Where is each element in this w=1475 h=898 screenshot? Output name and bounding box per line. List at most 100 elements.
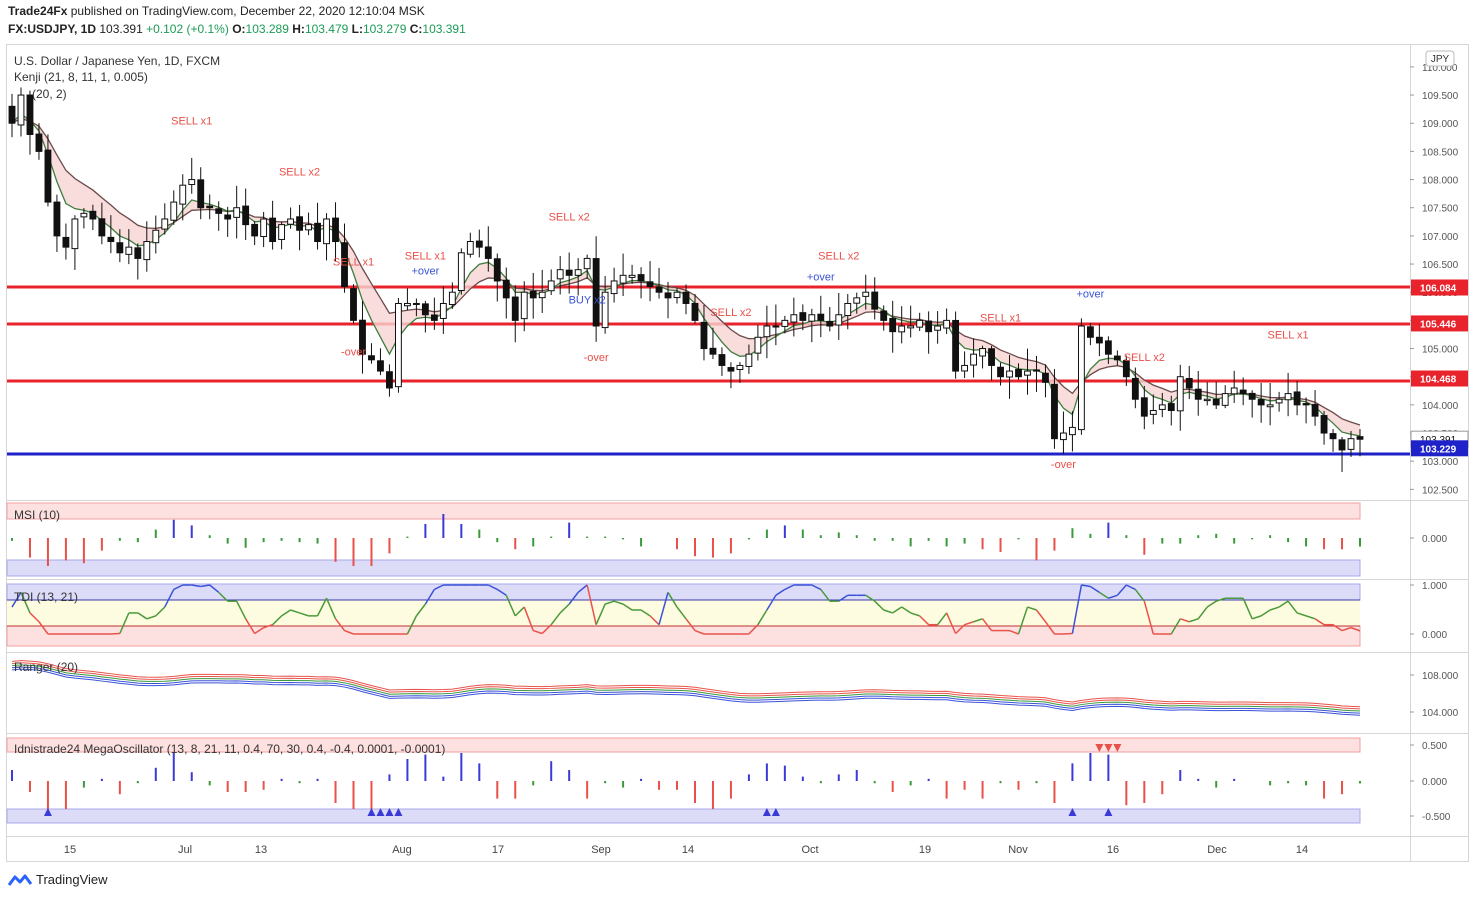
candle-body <box>98 218 106 237</box>
candle-body <box>637 274 645 282</box>
ranger-band <box>11 660 1361 708</box>
tdi-line <box>406 615 418 635</box>
tdi-line <box>613 600 624 605</box>
candle-body <box>1095 336 1103 344</box>
symbol-info: FX:USDJPY, 1D 103.391 +0.102 (+0.1%) O:1… <box>8 22 466 36</box>
candle-body <box>844 302 852 316</box>
price-tick-label: 104.000 <box>1422 401 1459 412</box>
tdi-line <box>541 624 552 635</box>
sell-signal-label: SELL x1 <box>980 313 1021 325</box>
bb-legend: (20, 2) <box>32 87 67 101</box>
candle-body <box>718 354 726 366</box>
candle-body <box>943 319 951 329</box>
ranger-band <box>11 668 1361 716</box>
candle-body <box>1275 398 1283 404</box>
candle-body <box>736 364 744 370</box>
candle-body <box>421 303 429 316</box>
price-tick-label: 109.000 <box>1422 119 1459 130</box>
candle-body <box>215 208 223 214</box>
candle-body <box>520 291 528 320</box>
candle-body <box>727 367 735 372</box>
candle-body <box>1167 403 1175 412</box>
candle-body <box>871 291 879 310</box>
time-tick-label: Aug <box>392 844 412 856</box>
candle-body <box>853 297 861 304</box>
candle-body <box>143 241 151 261</box>
candle-body <box>107 236 115 243</box>
level-tag <box>1411 315 1468 332</box>
kenji-cloud <box>12 113 1360 436</box>
time-tick-label: Dec <box>1207 844 1227 856</box>
price-tick-label: 108.000 <box>1422 176 1459 187</box>
candle-body <box>511 296 519 321</box>
mega-buy-arrow <box>376 808 385 816</box>
candle-body <box>1311 404 1319 417</box>
osc-tick-label: 0.000 <box>1422 630 1447 641</box>
candle-body <box>691 302 699 321</box>
time-tick-label: 13 <box>255 844 267 856</box>
candle-body <box>547 280 555 292</box>
time-tick-label: Jul <box>178 844 192 856</box>
candle-body <box>1230 387 1238 395</box>
price-tick-label: 102.500 <box>1422 485 1459 496</box>
tdi-line <box>766 594 777 611</box>
candle-body <box>862 291 870 297</box>
tdi-line <box>955 624 966 635</box>
candle-body <box>251 223 259 237</box>
time-tick-label: 15 <box>64 844 76 856</box>
mega-sell-arrow <box>1095 744 1104 752</box>
candle-body <box>610 280 618 295</box>
currency-badge[interactable] <box>1425 50 1455 67</box>
tdi-line <box>316 597 328 617</box>
msi-legend: MSI (10) <box>14 508 60 522</box>
mega-buy-arrow <box>771 808 780 816</box>
candle-body <box>907 325 915 329</box>
tdi-line <box>505 594 516 617</box>
time-tick-label: 17 <box>492 844 504 856</box>
price-tick-label: 107.000 <box>1422 232 1459 243</box>
candle-body <box>1266 404 1274 408</box>
candle-body <box>808 314 816 322</box>
currency-badge-label: JPY <box>1431 54 1450 65</box>
open-value: 103.289 <box>245 22 289 36</box>
candle-body <box>26 94 34 135</box>
axes-layer: 110.000 109.500 109.000 108.500 108.000 107.5… <box>64 63 1469 856</box>
candle-body <box>1293 391 1301 406</box>
sell-signal-label: SELL x1 <box>333 256 374 268</box>
oscillators-layer <box>11 514 1361 816</box>
candle-body <box>412 302 420 305</box>
tdi-line <box>1009 629 1019 635</box>
tdi-line <box>1341 626 1352 632</box>
level-tag-label: 104.468 <box>1420 375 1457 386</box>
mega-sell-arrow <box>1104 744 1113 752</box>
candle-body <box>790 314 798 323</box>
candle-body <box>466 241 474 255</box>
candle-body <box>1006 370 1013 378</box>
candle-body <box>979 348 986 357</box>
candle-body <box>880 310 888 321</box>
tdi-line <box>137 612 148 620</box>
tdi-line <box>290 609 300 614</box>
tdi-line <box>209 584 220 593</box>
tdi-line <box>1215 597 1226 602</box>
footer-brand[interactable]: TradingView <box>36 872 108 887</box>
mega-buy-arrow <box>43 808 52 816</box>
publisher-name[interactable]: Trade24Fx <box>8 4 68 18</box>
tdi-line <box>559 603 570 614</box>
candle-body <box>368 355 375 361</box>
tdi-line <box>973 618 983 623</box>
time-tick-label: Oct <box>801 844 818 856</box>
signals-layer: SELL x1 SELL x2 SELL x1 SELL x1 SELL x2 SELL … <box>171 116 1309 471</box>
chart-frame <box>6 44 1469 862</box>
tdi-line <box>550 612 561 626</box>
time-tick-label: 19 <box>919 844 931 856</box>
candle-body <box>709 347 717 355</box>
candle-body <box>179 184 187 205</box>
candle-body <box>89 210 97 220</box>
tdi-line <box>568 591 579 605</box>
candle-body <box>1302 403 1310 406</box>
candle-body <box>1329 433 1337 440</box>
candle-body <box>161 218 169 230</box>
tdi-line <box>937 612 948 626</box>
